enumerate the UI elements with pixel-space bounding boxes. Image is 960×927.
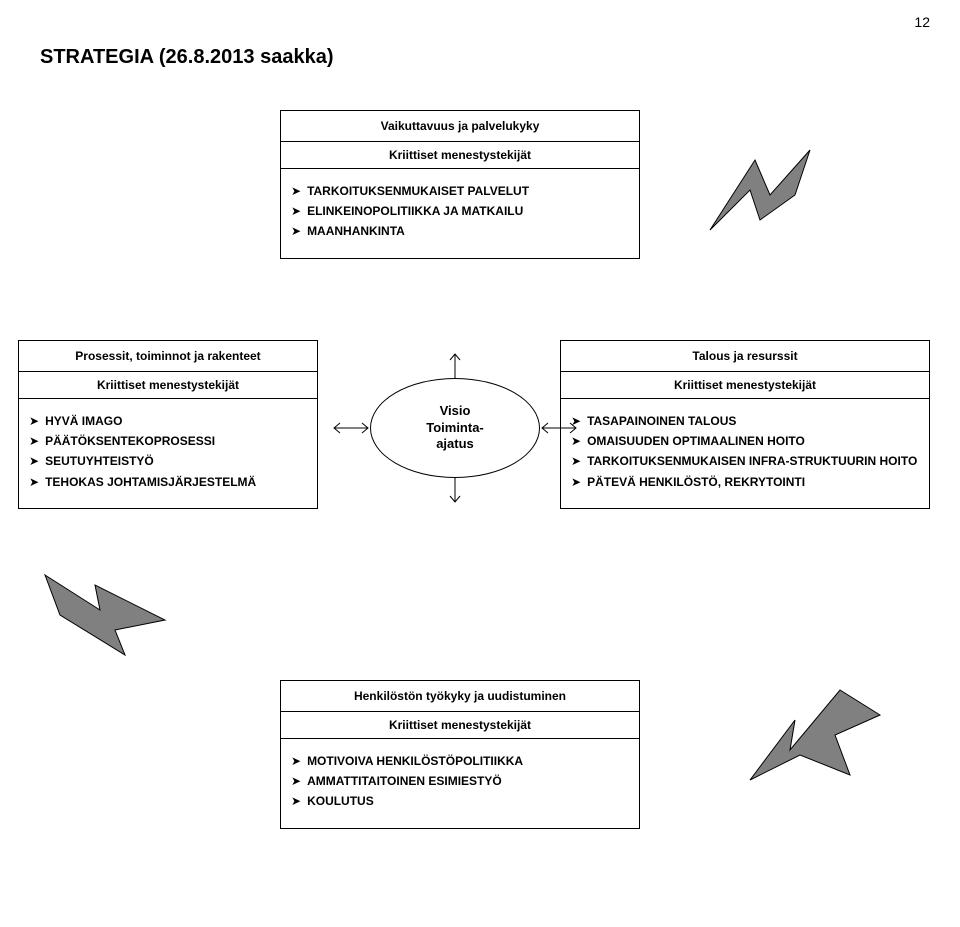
- page-number: 12: [914, 14, 930, 30]
- list-item: ➤ TARKOITUKSENMUKAISET PALVELUT: [291, 183, 629, 199]
- list-item-label: TASAPAINOINEN TALOUS: [587, 413, 736, 429]
- list-item-label: KOULUTUS: [307, 793, 374, 809]
- box-left-body: ➤ HYVÄ IMAGO ➤ PÄÄTÖKSENTEKOPROSESSI ➤ SEUTUY…: [19, 399, 317, 508]
- list-item-label: AMMATTITAITOINEN ESIMIESTYÖ: [307, 773, 502, 789]
- list-item-label: HYVÄ IMAGO: [45, 413, 122, 429]
- bullet-icon: ➤: [571, 453, 581, 469]
- bullet-icon: ➤: [291, 203, 301, 219]
- list-item-label: PÄTEVÄ HENKILÖSTÖ, REKRYTOINTI: [587, 474, 805, 490]
- bullet-icon: ➤: [29, 474, 39, 490]
- center-line3: ajatus: [436, 436, 474, 453]
- list-item: ➤ TARKOITUKSENMUKAISEN INFRA-STRUKTUURIN …: [571, 453, 919, 469]
- box-bottom-subheader: Kriittiset menestystekijät: [281, 712, 639, 739]
- box-top: Vaikuttavuus ja palvelukyky Kriittiset m…: [280, 110, 640, 259]
- decorative-arrow-icon: [740, 680, 890, 800]
- arrow-down-icon: [448, 476, 462, 506]
- arrow-right-icon: [538, 421, 576, 435]
- decorative-arrow-icon: [40, 560, 170, 670]
- box-right-body: ➤TASAPAINOINEN TALOUS➤OMAISUUDEN OPTIMAA…: [561, 399, 929, 508]
- list-item-label: OMAISUUDEN OPTIMAALINEN HOITO: [587, 433, 805, 449]
- box-top-header: Vaikuttavuus ja palvelukyky: [281, 111, 639, 142]
- box-top-body: ➤ TARKOITUKSENMUKAISET PALVELUT ➤ ELINKEINO…: [281, 169, 639, 258]
- list-item: ➤ TEHOKAS JOHTAMISJÄRJESTELMÄ: [29, 474, 307, 490]
- box-bottom-body: ➤ MOTIVOIVA HENKILÖSTÖPOLITIIKKA ➤ AMMATTIT…: [281, 739, 639, 828]
- bullet-icon: ➤: [29, 453, 39, 469]
- list-item: ➤ SEUTUYHTEISTYÖ: [29, 453, 307, 469]
- list-item-label: MOTIVOIVA HENKILÖSTÖPOLITIIKKA: [307, 753, 523, 769]
- bullet-icon: ➤: [291, 773, 301, 789]
- list-item-label: PÄÄTÖKSENTEKOPROSESSI: [45, 433, 215, 449]
- list-item: ➤ OMAISUUDEN OPTIMAALINEN HOITO: [571, 433, 919, 449]
- bullet-icon: ➤: [291, 793, 301, 809]
- box-bottom-header: Henkilöstön työkyky ja uudistuminen: [281, 681, 639, 712]
- list-item: ➤ HYVÄ IMAGO: [29, 413, 307, 429]
- bullet-icon: ➤: [571, 433, 581, 449]
- list-item: ➤ MAANHANKINTA: [291, 223, 629, 239]
- box-right-header: Talous ja resurssit: [561, 341, 929, 372]
- list-item-label: TARKOITUKSENMUKAISEN INFRA-STRUKTUURIN H…: [587, 453, 917, 469]
- box-left: Prosessit, toiminnot ja rakenteet Kriitt…: [18, 340, 318, 509]
- bullet-icon: ➤: [571, 474, 581, 490]
- list-item-label: TEHOKAS JOHTAMISJÄRJESTELMÄ: [45, 474, 256, 490]
- list-item: ➤ ELINKEINOPOLITIIKKA JA MATKAILU: [291, 203, 629, 219]
- center-ellipse: Visio Toiminta- ajatus: [370, 378, 540, 478]
- bullet-icon: ➤: [291, 183, 301, 199]
- box-bottom: Henkilöstön työkyky ja uudistuminen Krii…: [280, 680, 640, 829]
- list-item-label: TARKOITUKSENMUKAISET PALVELUT: [307, 183, 529, 199]
- list-item: ➤TASAPAINOINEN TALOUS: [571, 413, 919, 429]
- bullet-icon: ➤: [291, 223, 301, 239]
- list-item: ➤ AMMATTITAITOINEN ESIMIESTYÖ: [291, 773, 629, 789]
- center-line2: Toiminta-: [426, 420, 484, 437]
- decorative-arrow-icon: [700, 140, 820, 240]
- list-item-label: SEUTUYHTEISTYÖ: [45, 453, 154, 469]
- box-left-header: Prosessit, toiminnot ja rakenteet: [19, 341, 317, 372]
- bullet-icon: ➤: [29, 433, 39, 449]
- box-left-subheader: Kriittiset menestystekijät: [19, 372, 317, 399]
- list-item-label: ELINKEINOPOLITIIKKA JA MATKAILU: [307, 203, 523, 219]
- list-item: ➤ KOULUTUS: [291, 793, 629, 809]
- box-right-subheader: Kriittiset menestystekijät: [561, 372, 929, 399]
- list-item-label: MAANHANKINTA: [307, 223, 405, 239]
- center-node: Visio Toiminta- ajatus: [370, 368, 540, 488]
- list-item: ➤ PÄÄTÖKSENTEKOPROSESSI: [29, 433, 307, 449]
- page-title: STRATEGIA (26.8.2013 saakka): [40, 46, 333, 69]
- box-top-subheader: Kriittiset menestystekijät: [281, 142, 639, 169]
- list-item: ➤ PÄTEVÄ HENKILÖSTÖ, REKRYTOINTI: [571, 474, 919, 490]
- bullet-icon: ➤: [29, 413, 39, 429]
- arrow-left-icon: [330, 421, 368, 435]
- list-item: ➤ MOTIVOIVA HENKILÖSTÖPOLITIIKKA: [291, 753, 629, 769]
- center-line1: Visio: [440, 403, 471, 420]
- arrow-up-icon: [448, 350, 462, 380]
- bullet-icon: ➤: [291, 753, 301, 769]
- box-right: Talous ja resurssit Kriittiset menestyst…: [560, 340, 930, 509]
